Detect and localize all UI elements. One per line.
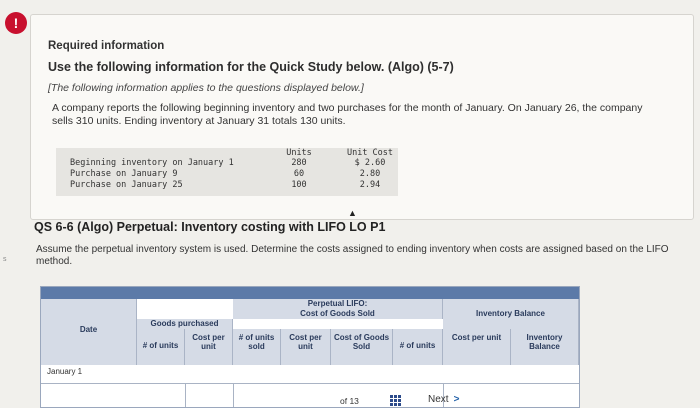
row-january-1-date: January 1 bbox=[47, 367, 83, 376]
question-instructions: Assume the perpetual inventory system is… bbox=[36, 244, 669, 267]
header-cost-per-unit-sold: Cost per unit bbox=[281, 329, 331, 365]
header-cost-per-unit-balance: Cost per unit bbox=[443, 329, 511, 365]
row-units: 100 bbox=[291, 180, 307, 190]
header-units-purchased: # of units bbox=[137, 329, 185, 365]
side-mark: s bbox=[3, 256, 7, 263]
row-units: 280 bbox=[291, 158, 307, 168]
row-cost: 2.94 bbox=[359, 180, 381, 190]
next-button[interactable]: Next > bbox=[428, 394, 459, 405]
header-perpetual-lifo: Perpetual LIFO: bbox=[233, 299, 443, 309]
header-unit-cost: Unit Cost bbox=[346, 148, 394, 158]
row-desc: Beginning inventory on January 1 bbox=[70, 158, 234, 168]
applies-note: [The following information applies to th… bbox=[48, 82, 364, 94]
header-cost-goods-sold: Cost of Goods Sold bbox=[331, 329, 393, 365]
header-inventory-balance-value: Inventory Balance bbox=[511, 329, 579, 365]
required-info-label: Required information bbox=[48, 40, 165, 52]
alert-icon: ! bbox=[5, 12, 27, 34]
row-divider bbox=[41, 383, 579, 384]
page-of-label: of 13 bbox=[340, 396, 359, 406]
question-title: QS 6-6 (Algo) Perpetual: Inventory costi… bbox=[34, 220, 386, 234]
problem-description: A company reports the following beginnin… bbox=[52, 102, 643, 127]
row-cost: 2.80 bbox=[359, 169, 381, 179]
column-divider bbox=[443, 383, 444, 407]
header-units-balance: # of units bbox=[393, 329, 443, 365]
header-cost-per-unit: Cost per unit bbox=[185, 329, 233, 365]
header-inventory-balance: Inventory Balance bbox=[443, 299, 579, 329]
row-desc: Purchase on January 9 bbox=[70, 169, 178, 179]
header-units-sold: # of units sold bbox=[233, 329, 281, 365]
chevron-right-icon: > bbox=[453, 394, 460, 405]
cursor-icon: ▲ bbox=[348, 208, 357, 218]
header-goods-purchased: Goods purchased bbox=[137, 319, 233, 329]
page-indicator: of 13 bbox=[340, 396, 359, 406]
row-desc: Purchase on January 25 bbox=[70, 180, 183, 190]
use-info-heading: Use the following information for the Qu… bbox=[48, 60, 454, 74]
row-units: 60 bbox=[293, 169, 305, 179]
header-date: Date bbox=[41, 299, 137, 365]
grid-icon[interactable] bbox=[390, 395, 402, 406]
inventory-data-table: Units Unit Cost Beginning inventory on J… bbox=[56, 148, 398, 196]
inventory-costing-table: Date Goods purchased # of units Cost per… bbox=[40, 286, 580, 408]
table-top-bar bbox=[41, 287, 579, 299]
column-divider bbox=[185, 383, 186, 407]
header-units: Units bbox=[286, 148, 312, 158]
header-cost-of-goods-sold: Cost of Goods Sold bbox=[233, 309, 443, 319]
next-label: Next bbox=[428, 394, 449, 405]
column-divider bbox=[233, 383, 234, 407]
row-cost: $ 2.60 bbox=[354, 158, 386, 168]
